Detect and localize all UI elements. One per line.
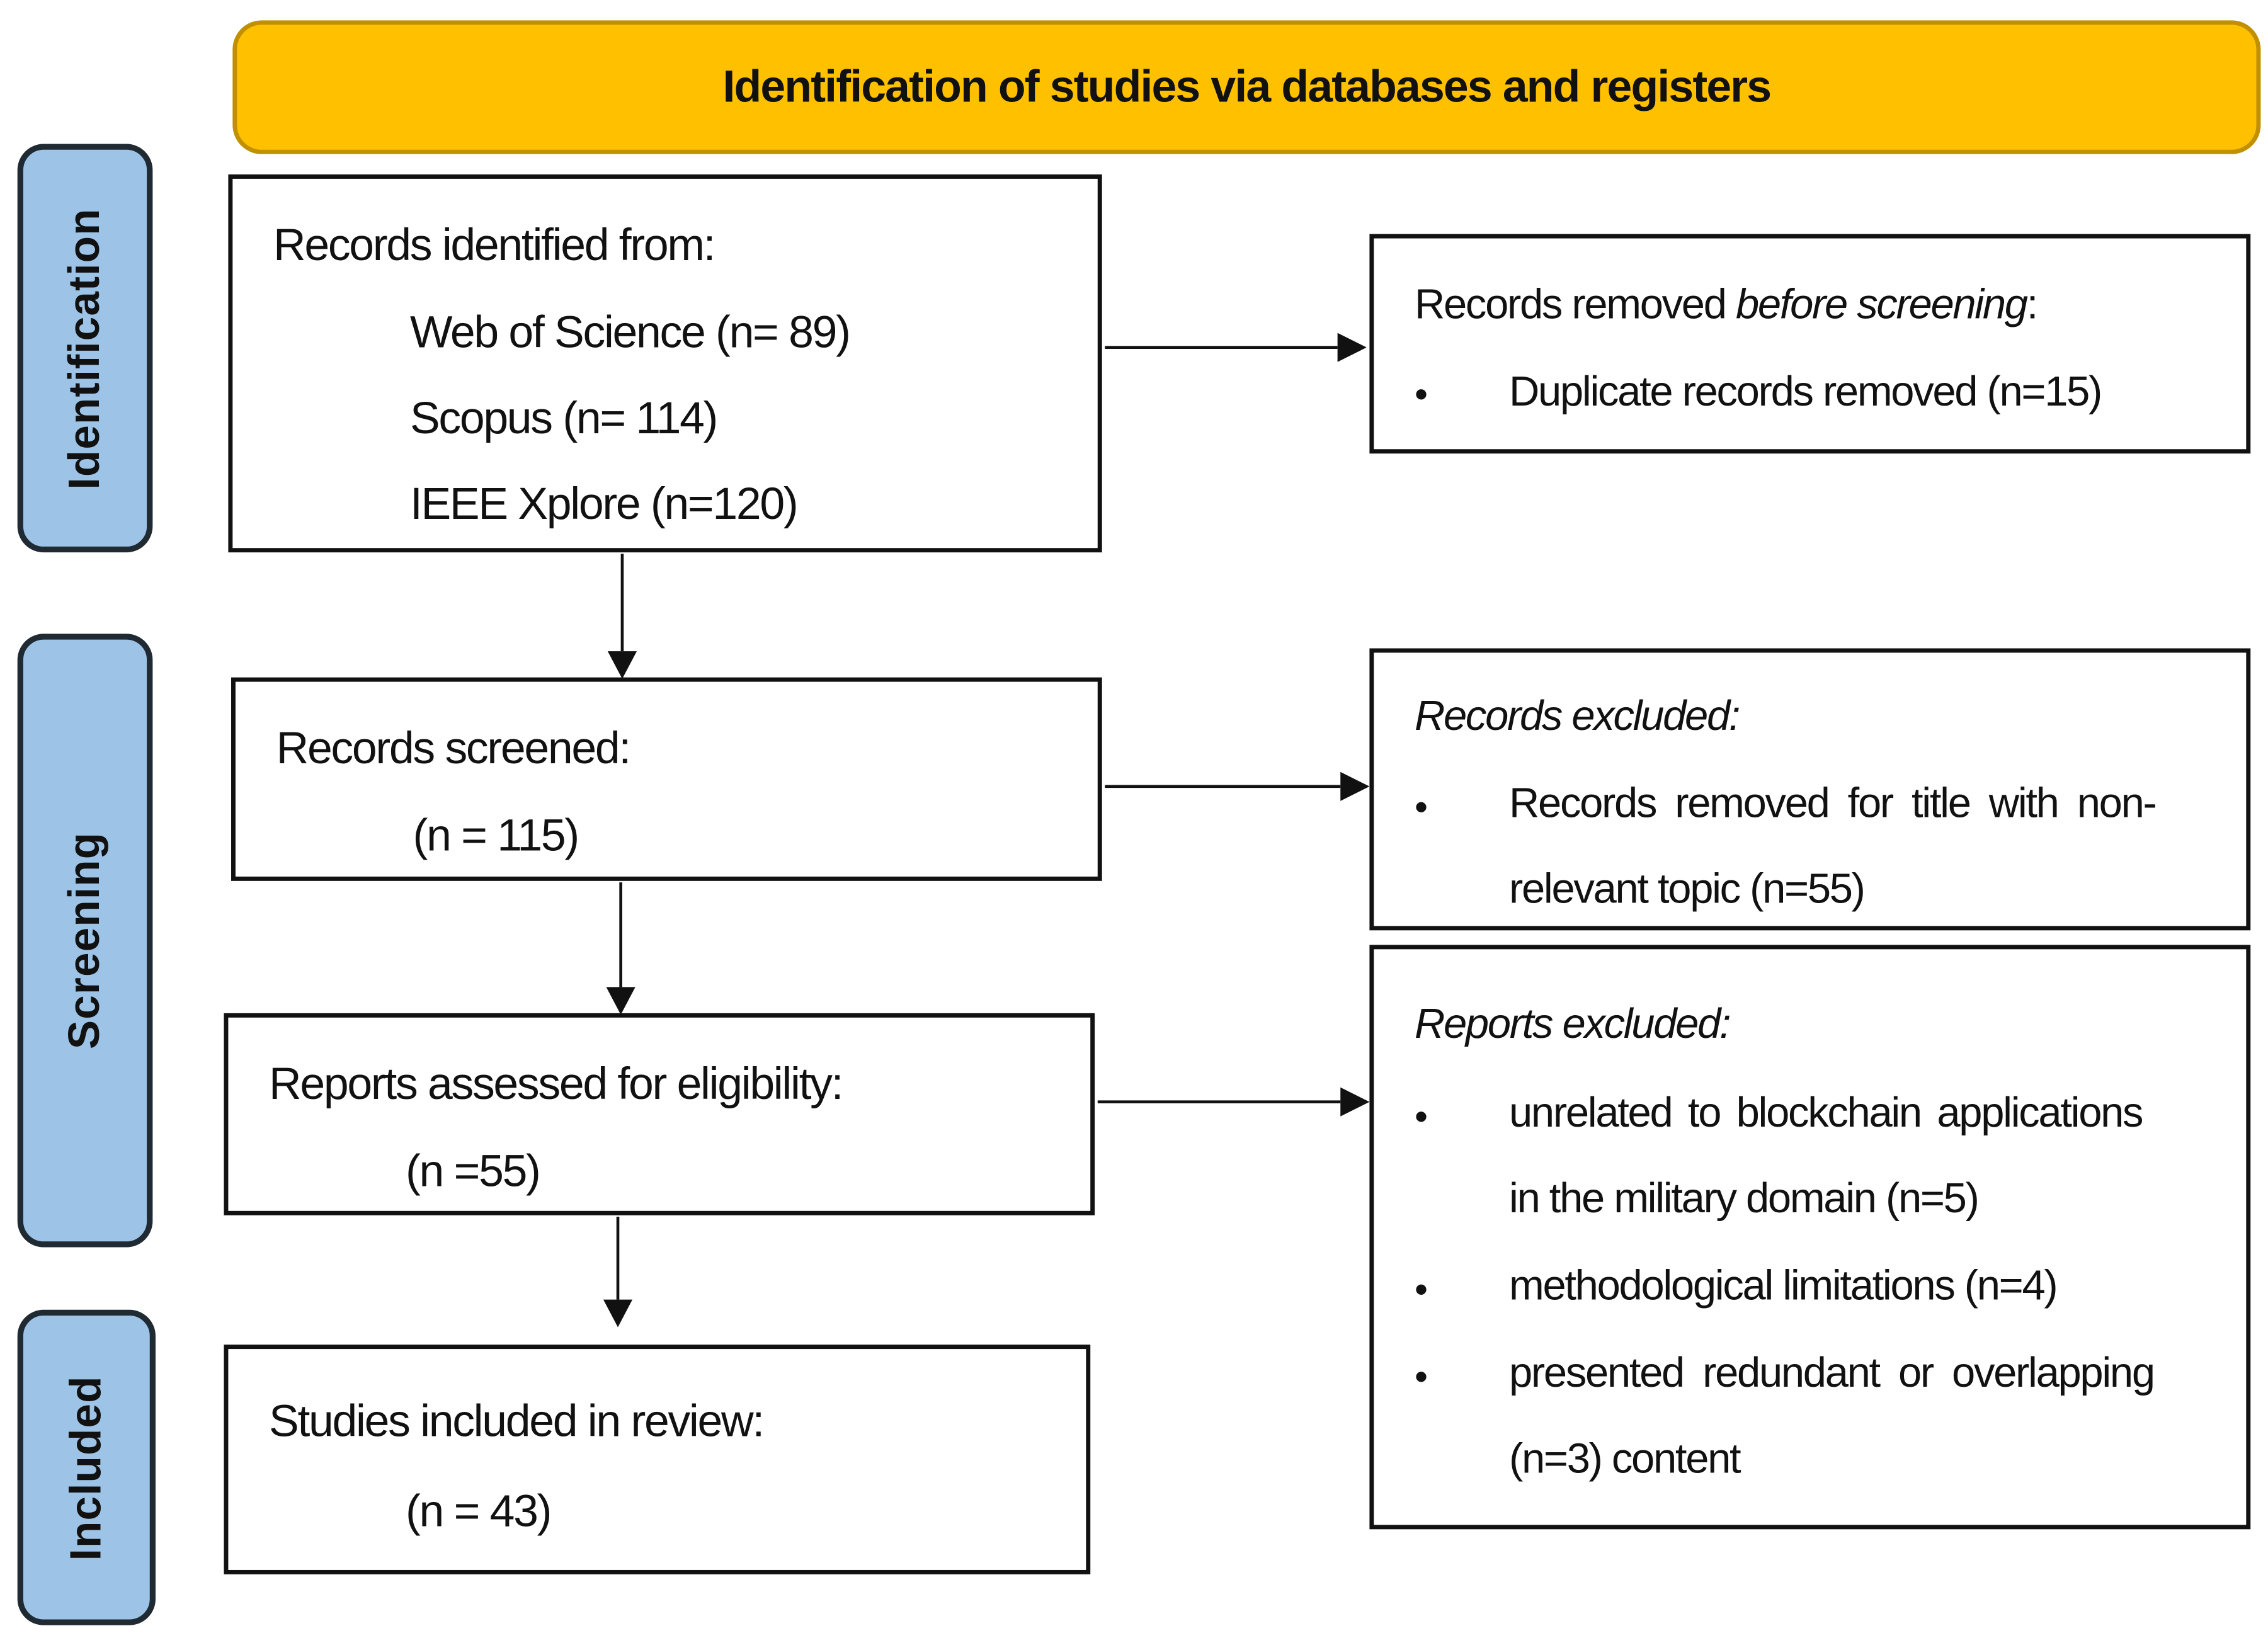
list-item: presented redundant or overlapping xyxy=(1509,1350,2155,1397)
source-item: IEEE Xplore (n=120) xyxy=(409,478,799,530)
arrowhead-icon xyxy=(603,1299,633,1328)
phase-identification: Identification xyxy=(17,144,153,553)
list-item: in the military domain (n=5) xyxy=(1509,1176,1980,1223)
arrowhead-icon xyxy=(607,651,637,679)
list-item: unrelated to blockchain applications xyxy=(1509,1090,2144,1137)
arrowhead-icon xyxy=(1340,771,1370,801)
box-heading: Records screened: xyxy=(276,722,632,774)
bullet-icon: • xyxy=(1414,1355,1428,1399)
box-heading: Records excluded: xyxy=(1414,693,1740,740)
count-value: (n = 43) xyxy=(406,1486,552,1537)
box-heading: Reports excluded: xyxy=(1414,1001,1731,1049)
list-item: relevant topic (n=55) xyxy=(1509,866,1866,913)
records-removed-box: Records removed before screening: • Dupl… xyxy=(1369,234,2251,454)
header-title: Identification of studies via databases … xyxy=(722,60,1772,112)
bullet-icon: • xyxy=(1414,1267,1428,1312)
box-heading: Reports assessed for eligibility: xyxy=(269,1058,843,1110)
studies-included-box: Studies included in review: (n = 43) xyxy=(224,1345,1091,1574)
bullet-icon: • xyxy=(1414,1095,1428,1139)
box-heading: Records identified from: xyxy=(273,219,716,271)
box-heading: Records removed before screening: xyxy=(1414,282,2038,329)
list-item: Duplicate records removed (n=15) xyxy=(1509,369,2102,416)
header-banner: Identification of studies via databases … xyxy=(232,20,2261,154)
arrowhead-icon xyxy=(1337,333,1367,362)
phase-screening: Screening xyxy=(17,634,153,1248)
list-item: Records removed for title with non- xyxy=(1509,780,2157,828)
list-item: methodological limitations (n=4) xyxy=(1509,1263,2058,1310)
bullet-icon: • xyxy=(1414,372,1428,416)
count-value: (n =55) xyxy=(406,1145,541,1197)
reports-assessed-box: Reports assessed for eligibility: (n =55… xyxy=(224,1013,1095,1215)
arrowhead-icon xyxy=(1340,1087,1370,1117)
records-excluded-box: Records excluded: • Records removed for … xyxy=(1369,648,2251,931)
bullet-icon: • xyxy=(1414,785,1428,829)
records-screened-box: Records screened: (n = 115) xyxy=(231,677,1102,881)
source-item: Web of Science (n= 89) xyxy=(409,307,851,358)
list-item: (n=3) content xyxy=(1509,1436,1741,1483)
source-item: Scopus (n= 114) xyxy=(409,392,718,444)
records-identified-box: Records identified from: Web of Science … xyxy=(228,174,1102,553)
count-value: (n = 115) xyxy=(413,809,580,861)
box-heading: Studies included in review: xyxy=(269,1395,765,1447)
arrowhead-icon xyxy=(606,987,635,1015)
reports-excluded-box: Reports excluded: • unrelated to blockch… xyxy=(1369,945,2251,1530)
phase-included: Included xyxy=(17,1309,156,1625)
